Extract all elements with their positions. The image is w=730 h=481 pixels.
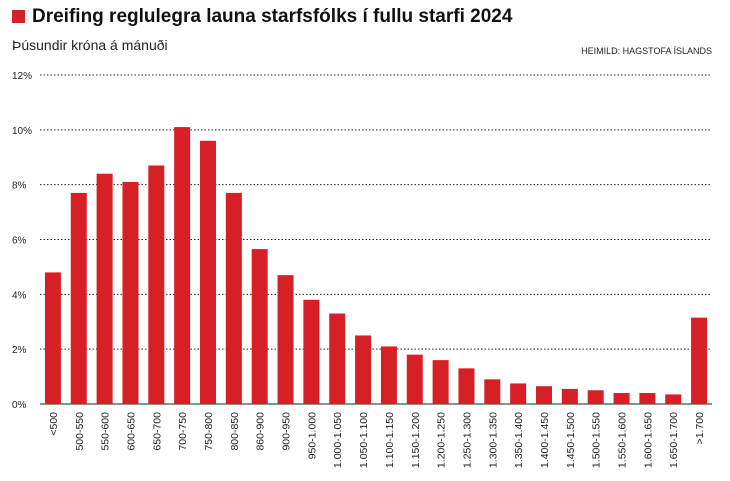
bar bbox=[380, 346, 397, 404]
x-tick-label: 1.100-1.150 bbox=[384, 412, 396, 468]
bar bbox=[70, 192, 87, 404]
y-tick-label: 8% bbox=[12, 181, 27, 192]
x-tick-label: 1.350-1.400 bbox=[513, 412, 525, 468]
y-tick-label: 4% bbox=[12, 290, 27, 301]
bar bbox=[613, 393, 630, 404]
x-tick-label: 1.150-1.200 bbox=[410, 412, 422, 468]
bar bbox=[458, 368, 475, 404]
x-tick-label: 1.000-1.050 bbox=[332, 412, 344, 468]
bar bbox=[148, 165, 165, 404]
bar bbox=[561, 388, 578, 404]
bar bbox=[665, 394, 682, 404]
x-tick-label: 750-800 bbox=[203, 412, 215, 451]
bar bbox=[200, 140, 216, 405]
bar bbox=[277, 275, 294, 404]
x-tick-label: 950-1.000 bbox=[306, 412, 318, 459]
x-tick-label: 600-650 bbox=[125, 412, 137, 451]
x-tick-label: 1.650-1.700 bbox=[668, 412, 680, 468]
x-tick-label: 700-750 bbox=[177, 412, 189, 451]
bar bbox=[484, 379, 501, 404]
bar bbox=[536, 386, 552, 404]
bar bbox=[329, 313, 346, 404]
x-tick-label: <500 bbox=[48, 412, 60, 436]
x-tick-label: >1.700 bbox=[694, 412, 706, 445]
source: HEIMILD: HAGSTOFA ÍSLANDS bbox=[581, 46, 712, 56]
x-tick-label: 650-700 bbox=[151, 412, 163, 451]
x-tick-label: 1.500-1.550 bbox=[591, 412, 603, 468]
y-tick-label: 2% bbox=[12, 345, 27, 356]
bar bbox=[174, 127, 191, 404]
x-tick-label: 550-600 bbox=[100, 412, 112, 451]
x-tick-label: 900-950 bbox=[281, 412, 293, 451]
bar bbox=[406, 354, 423, 404]
bar bbox=[639, 393, 656, 404]
x-tick-label: 1.600-1.650 bbox=[642, 412, 654, 468]
bar bbox=[251, 249, 268, 404]
x-tick-label: 1.250-1.300 bbox=[461, 412, 473, 468]
x-tick-label: 1.200-1.250 bbox=[436, 412, 448, 468]
y-tick-label: 10% bbox=[12, 126, 32, 137]
x-tick-label: 800-850 bbox=[229, 412, 241, 451]
x-tick-label: 1.300-1.350 bbox=[487, 412, 499, 468]
bar bbox=[355, 335, 372, 404]
x-tick-label: 860-900 bbox=[255, 412, 267, 451]
x-tick-label: 1.450-1.500 bbox=[565, 412, 577, 468]
bar bbox=[122, 181, 139, 404]
y-tick-label: 6% bbox=[12, 236, 27, 247]
bar bbox=[96, 173, 113, 404]
title-marker bbox=[12, 10, 25, 23]
chart-title: Dreifing reglulegra launa starfsfólks í … bbox=[32, 6, 513, 27]
x-tick-label: 1.050-1.100 bbox=[358, 412, 370, 468]
bar bbox=[225, 192, 242, 404]
bar bbox=[44, 272, 61, 404]
bar bbox=[587, 390, 604, 404]
x-tick-label: 1.550-1.600 bbox=[617, 412, 629, 468]
x-tick-label: 1.400-1.450 bbox=[539, 412, 551, 468]
bar bbox=[303, 299, 320, 404]
bar bbox=[432, 360, 449, 404]
y-tick-label: 0% bbox=[12, 400, 27, 411]
chart-subtitle: Þúsundir króna á mánuði bbox=[12, 37, 168, 53]
x-tick-label: 500-550 bbox=[74, 412, 86, 451]
bar bbox=[510, 383, 527, 404]
y-tick-label: 12% bbox=[12, 71, 32, 82]
bar bbox=[691, 317, 708, 404]
